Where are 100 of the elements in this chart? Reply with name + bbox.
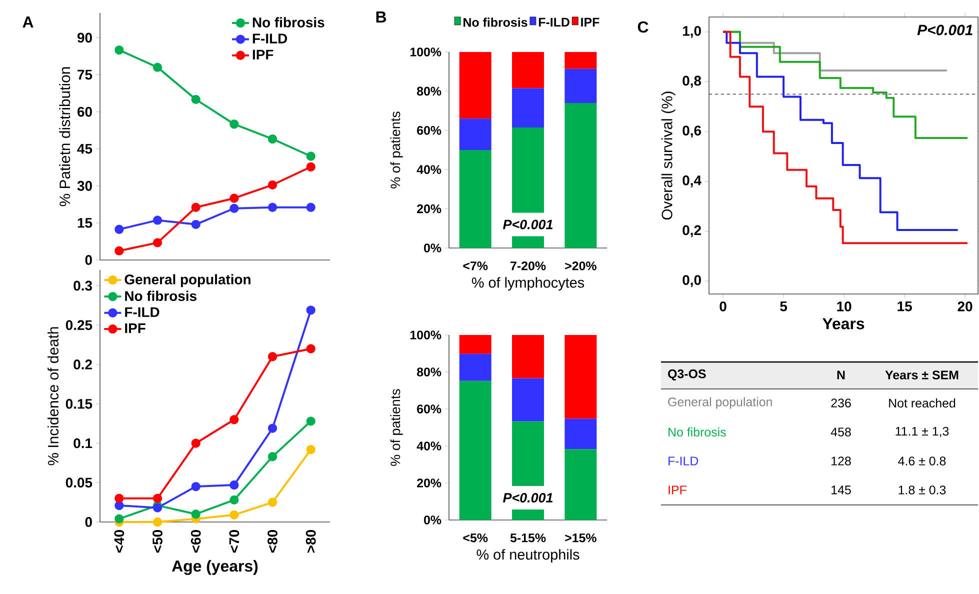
point bbox=[152, 238, 162, 248]
bar bbox=[564, 52, 597, 69]
y-tick-label: 60 bbox=[78, 106, 92, 117]
y-tick-label: 40% bbox=[416, 165, 442, 174]
x-axis-title: Age (years) bbox=[172, 560, 258, 575]
point bbox=[230, 495, 239, 505]
point bbox=[230, 120, 239, 129]
y-tick-label: 30 bbox=[77, 180, 92, 191]
point bbox=[191, 94, 200, 104]
y-tick-label: 1,0 bbox=[682, 26, 701, 38]
point bbox=[191, 510, 200, 519]
y-tick-label: 0 bbox=[85, 517, 92, 527]
point bbox=[268, 498, 278, 507]
point bbox=[114, 45, 124, 55]
annotation: P<0.001 bbox=[503, 220, 553, 230]
point bbox=[191, 438, 200, 448]
x-tick-label: 0 bbox=[720, 301, 726, 312]
bar bbox=[564, 334, 597, 419]
y-tick-label: 0% bbox=[424, 244, 442, 252]
bar bbox=[459, 52, 492, 119]
y-tick-label: 20% bbox=[417, 204, 442, 214]
x-tick-label: <80 bbox=[268, 530, 278, 553]
y-tick-label: 0.25 bbox=[66, 320, 92, 330]
text: 4.6 ± 0.8 bbox=[898, 456, 946, 466]
y-tick-label: 0.15 bbox=[66, 398, 92, 409]
point bbox=[268, 134, 278, 144]
point bbox=[306, 416, 316, 426]
bar bbox=[564, 418, 597, 450]
point bbox=[306, 306, 316, 315]
legend-label: IPF bbox=[581, 18, 600, 26]
y-tick-label: 0% bbox=[424, 516, 442, 524]
point bbox=[230, 510, 239, 520]
y-axis-title: % of patients bbox=[390, 389, 403, 466]
y-axis-title: % Incidence of death bbox=[48, 327, 59, 466]
legend-label: F-ILD bbox=[252, 34, 288, 44]
bar bbox=[564, 102, 597, 248]
y-tick-label: 0,8 bbox=[682, 76, 702, 88]
x-tick-label: <70 bbox=[229, 530, 240, 553]
y-axis-title: Overall survival (%) bbox=[661, 92, 676, 220]
x-axis-title: % of neutrophils bbox=[476, 549, 580, 563]
point bbox=[268, 452, 278, 462]
y-tick-label: 0,2 bbox=[682, 225, 701, 238]
x-tick-label: >80 bbox=[306, 530, 316, 553]
chart-title: A bbox=[22, 16, 34, 28]
annotation: P<0.001 bbox=[917, 24, 972, 36]
point bbox=[268, 424, 278, 433]
x-tick-label: <50 bbox=[152, 530, 162, 553]
legend-label: F-ILD bbox=[538, 18, 570, 26]
point bbox=[306, 444, 316, 454]
y-tick-label: 20% bbox=[417, 478, 442, 488]
y-tick-label: 60% bbox=[417, 404, 442, 414]
point bbox=[152, 503, 162, 512]
x-axis-title: % of lymphocytes bbox=[472, 277, 584, 291]
y-tick-label: 0.2 bbox=[74, 360, 92, 370]
point bbox=[306, 344, 316, 354]
y-tick-label: 15 bbox=[78, 218, 92, 228]
point bbox=[114, 500, 124, 510]
point bbox=[114, 514, 124, 524]
bar bbox=[459, 150, 492, 248]
point bbox=[152, 517, 162, 527]
annotation: P<0.001 bbox=[503, 493, 553, 503]
y-tick-label: 100% bbox=[410, 330, 442, 340]
bar bbox=[512, 334, 544, 378]
legend-label: No fibrosis bbox=[464, 18, 528, 27]
x-tick-label: <60 bbox=[190, 530, 201, 553]
point bbox=[114, 224, 124, 234]
x-tick-label: 5-15% bbox=[510, 533, 546, 542]
point bbox=[306, 202, 316, 212]
chart-title: B bbox=[376, 12, 386, 22]
y-tick-label: 100% bbox=[410, 48, 442, 56]
x-tick-label: 10 bbox=[837, 301, 852, 312]
point bbox=[191, 482, 200, 492]
legend-label: No fibrosis bbox=[252, 17, 324, 28]
point bbox=[114, 246, 124, 256]
text: 458 bbox=[830, 428, 851, 436]
bar bbox=[512, 378, 544, 422]
y-tick-label: 0,6 bbox=[682, 126, 701, 138]
point bbox=[306, 152, 316, 161]
text: Q3-OS bbox=[668, 369, 706, 381]
bar bbox=[564, 68, 597, 103]
text: 11.1 ± 1,3 bbox=[896, 426, 949, 438]
text: 145 bbox=[832, 486, 851, 494]
point bbox=[230, 480, 239, 490]
legend-label: General population bbox=[124, 274, 250, 288]
y-tick-label: 0.3 bbox=[74, 280, 92, 291]
point bbox=[306, 162, 316, 172]
text: Years ± SEM bbox=[885, 370, 958, 380]
legend-label: IPF bbox=[252, 50, 274, 60]
bar bbox=[459, 380, 492, 520]
y-axis-title: % of patients bbox=[390, 112, 403, 188]
y-tick-label: 75 bbox=[78, 70, 92, 80]
x-axis-title: Years bbox=[822, 318, 864, 330]
bar bbox=[459, 334, 492, 354]
legend-label: F-ILD bbox=[125, 307, 160, 317]
category-label: No fibrosis bbox=[668, 427, 726, 437]
y-tick-label: 45 bbox=[77, 144, 92, 154]
y-tick-label: 80% bbox=[416, 368, 442, 376]
y-tick-label: 80% bbox=[416, 86, 442, 96]
point bbox=[268, 352, 278, 362]
point bbox=[114, 494, 124, 503]
